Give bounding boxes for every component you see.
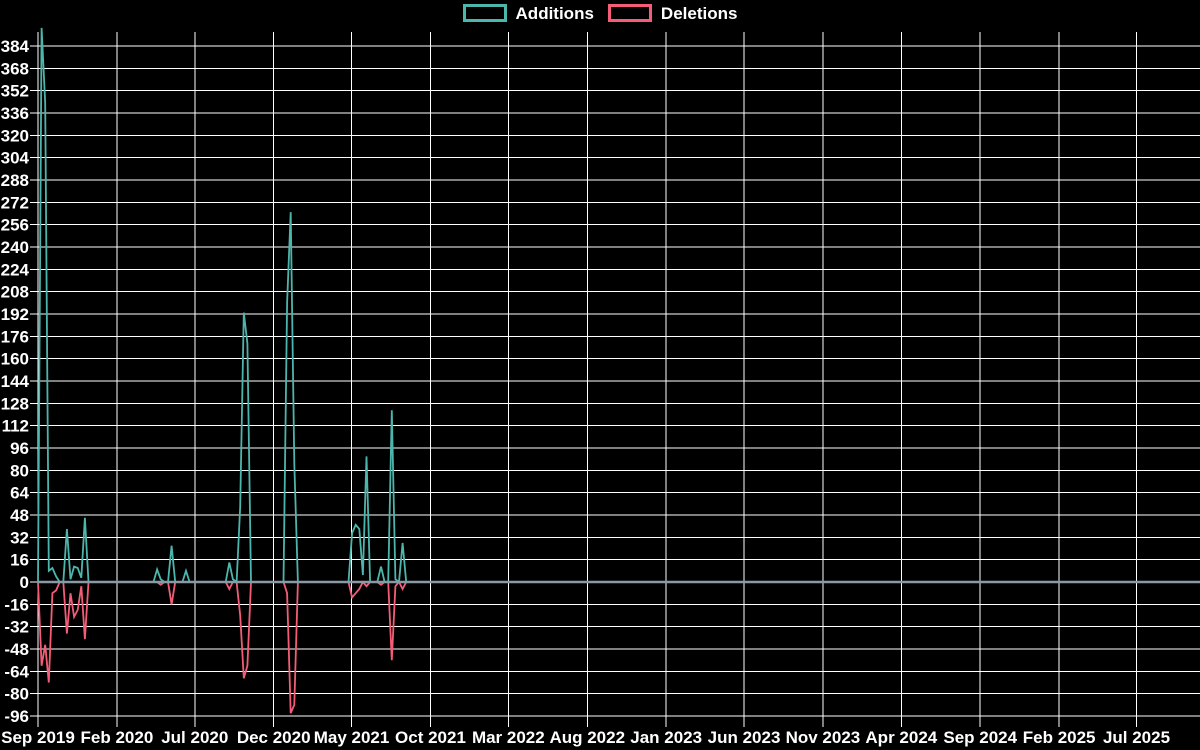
x-axis-tick-label: Oct 2021 <box>395 728 466 747</box>
x-axis-tick-label: Feb 2020 <box>81 728 154 747</box>
y-axis-tick-label: 0 <box>20 573 29 592</box>
gridlines <box>30 32 1200 727</box>
y-axis-tick-label: -16 <box>4 595 29 614</box>
x-axis-tick-label: Apr 2024 <box>865 728 937 747</box>
y-axis-tick-label: 272 <box>1 193 29 212</box>
y-axis-tick-label: 336 <box>1 104 29 123</box>
deletions-swatch <box>607 4 652 22</box>
y-axis-tick-label: 64 <box>10 484 29 503</box>
y-axis-tick-label: -48 <box>4 640 29 659</box>
y-axis-tick-label: 352 <box>1 82 29 101</box>
x-axis-tick-label: May 2021 <box>314 728 390 747</box>
x-axis-tick-label: Aug 2022 <box>549 728 625 747</box>
y-axis-tick-label: 80 <box>10 461 29 480</box>
x-axis-tick-label: Jul 2020 <box>161 728 228 747</box>
x-axis-tick-label: Jan 2023 <box>630 728 702 747</box>
y-axis-tick-label: 176 <box>1 327 29 346</box>
y-axis-tick-label: -96 <box>4 707 29 726</box>
y-axis-tick-label: 16 <box>10 551 29 570</box>
legend-item-deletions[interactable]: Deletions <box>607 3 738 23</box>
y-axis-tick-label: 240 <box>1 238 29 257</box>
y-axis-tick-label: 192 <box>1 305 29 324</box>
x-axis-tick-label: Sep 2019 <box>1 728 75 747</box>
y-axis-tick-label: 384 <box>1 37 30 56</box>
y-axis-tick-label: 304 <box>1 149 30 168</box>
additions-label: Additions <box>515 3 594 23</box>
y-axis-tick-label: 112 <box>2 417 29 436</box>
x-axis-tick-label: Dec 2020 <box>237 728 311 747</box>
y-axis-tick-label: 32 <box>10 528 29 547</box>
additions-line <box>37 27 1200 584</box>
y-axis-tick-label: 208 <box>1 283 29 302</box>
x-axis-tick-label: Feb 2025 <box>1023 728 1096 747</box>
y-axis-tick-label: 128 <box>1 394 29 413</box>
y-axis-tick-label: -32 <box>4 618 29 637</box>
y-axis-tick-label: 368 <box>1 59 29 78</box>
y-axis-tick-label: 288 <box>1 171 29 190</box>
y-axis-tick-label: 256 <box>1 216 29 235</box>
x-axis-tick-label: Mar 2022 <box>472 728 545 747</box>
chart-legend: Additions Deletions <box>0 4 1200 22</box>
y-axis-tick-label: 96 <box>10 439 29 458</box>
y-axis-tick-label: 320 <box>1 126 29 145</box>
y-axis-tick-label: -64 <box>4 662 29 681</box>
axis-labels: 3843683523363203042882722562402242081921… <box>1 37 1170 747</box>
y-axis-tick-label: 48 <box>10 506 29 525</box>
x-axis-tick-label: Jul 2025 <box>1103 728 1170 747</box>
x-axis-tick-label: Sep 2024 <box>943 728 1017 747</box>
y-axis-tick-label: 224 <box>1 260 30 279</box>
x-axis-tick-label: Jun 2023 <box>708 728 781 747</box>
y-axis-tick-label: 160 <box>1 350 29 369</box>
y-axis-tick-label: -80 <box>4 685 29 704</box>
x-axis-tick-label: Nov 2023 <box>786 728 861 747</box>
y-axis-tick-label: 144 <box>1 372 30 391</box>
deletions-label: Deletions <box>660 3 738 23</box>
additions-swatch <box>462 4 507 22</box>
legend-item-additions[interactable]: Additions <box>462 3 594 23</box>
